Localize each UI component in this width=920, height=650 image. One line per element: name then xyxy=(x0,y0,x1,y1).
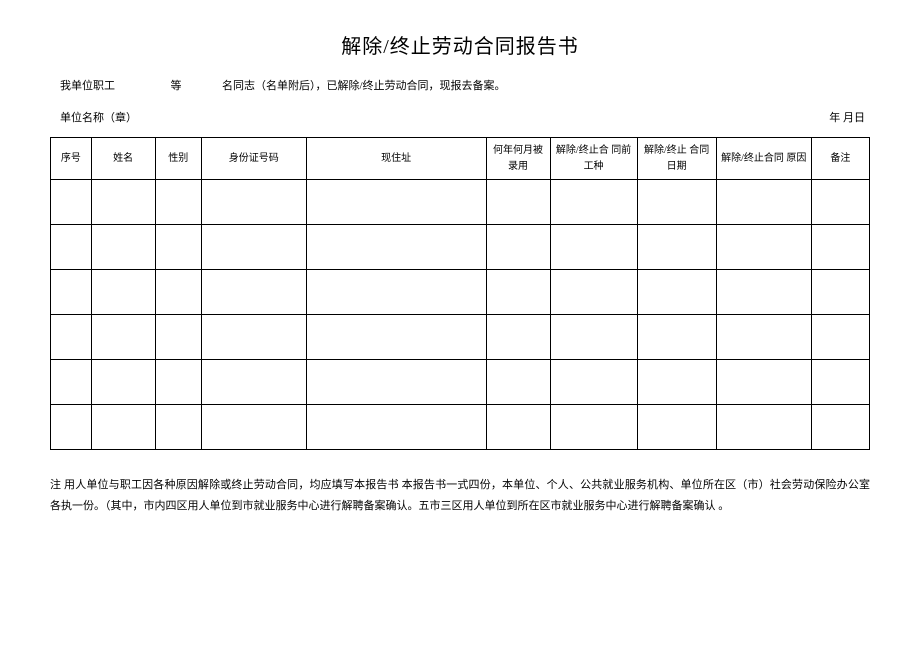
table-row xyxy=(51,315,870,360)
report-table: 序号 姓名 性别 身份证号码 现住址 何年何月被录用 解除/终止合 同前工种 解… xyxy=(50,137,870,450)
table-cell xyxy=(306,360,486,405)
table-cell xyxy=(306,270,486,315)
table-cell xyxy=(306,180,486,225)
intro-part2: 等 xyxy=(171,80,182,92)
table-cell xyxy=(550,270,637,315)
table-cell xyxy=(811,180,869,225)
table-cell xyxy=(155,405,201,450)
table-row xyxy=(51,180,870,225)
intro-part1: 我单位职工 xyxy=(60,80,115,92)
table-cell xyxy=(637,315,716,360)
header-row: 单位名称（章） 年 月日 xyxy=(50,109,870,125)
col-header-hired: 何年何月被录用 xyxy=(486,138,550,180)
table-cell xyxy=(202,225,307,270)
table-cell xyxy=(155,270,201,315)
table-cell xyxy=(716,405,811,450)
table-cell xyxy=(550,180,637,225)
table-cell xyxy=(202,360,307,405)
col-header-job: 解除/终止合 同前工种 xyxy=(550,138,637,180)
table-cell xyxy=(637,360,716,405)
table-cell xyxy=(155,225,201,270)
table-cell xyxy=(155,180,201,225)
table-cell xyxy=(91,180,155,225)
table-cell xyxy=(637,405,716,450)
table-row xyxy=(51,225,870,270)
table-row xyxy=(51,405,870,450)
col-header-addr: 现住址 xyxy=(306,138,486,180)
table-cell xyxy=(811,315,869,360)
table-cell xyxy=(716,315,811,360)
table-cell xyxy=(716,180,811,225)
document-title: 解除/终止劳动合同报告书 xyxy=(50,30,870,59)
table-cell xyxy=(51,225,92,270)
table-cell xyxy=(202,180,307,225)
table-cell xyxy=(91,405,155,450)
table-cell xyxy=(155,315,201,360)
table-cell xyxy=(811,360,869,405)
col-header-gender: 性别 xyxy=(155,138,201,180)
table-cell xyxy=(51,360,92,405)
col-header-reason: 解除/终止合同 原因 xyxy=(716,138,811,180)
col-header-date: 解除/终止 合同日期 xyxy=(637,138,716,180)
table-cell xyxy=(91,315,155,360)
table-cell xyxy=(51,270,92,315)
table-header-row: 序号 姓名 性别 身份证号码 现住址 何年何月被录用 解除/终止合 同前工种 解… xyxy=(51,138,870,180)
date-label: 年 月日 xyxy=(829,109,865,125)
table-cell xyxy=(202,270,307,315)
table-cell xyxy=(811,225,869,270)
table-cell xyxy=(306,405,486,450)
table-cell xyxy=(202,405,307,450)
col-header-seq: 序号 xyxy=(51,138,92,180)
table-body xyxy=(51,180,870,450)
table-cell xyxy=(550,360,637,405)
col-header-name: 姓名 xyxy=(91,138,155,180)
table-cell xyxy=(486,315,550,360)
table-cell xyxy=(91,225,155,270)
table-cell xyxy=(486,270,550,315)
table-cell xyxy=(486,180,550,225)
table-cell xyxy=(716,270,811,315)
table-cell xyxy=(486,405,550,450)
unit-name-label: 单位名称（章） xyxy=(60,109,137,125)
table-cell xyxy=(486,225,550,270)
table-cell xyxy=(486,360,550,405)
table-cell xyxy=(637,225,716,270)
table-cell xyxy=(51,405,92,450)
table-cell xyxy=(716,360,811,405)
intro-part3: 名同志（名单附后），已解除/终止劳动合同，现报去备案。 xyxy=(222,80,506,92)
table-cell xyxy=(51,315,92,360)
table-cell xyxy=(811,405,869,450)
intro-text: 我单位职工 等 名同志（名单附后），已解除/终止劳动合同，现报去备案。 xyxy=(50,77,870,93)
table-row xyxy=(51,360,870,405)
table-row xyxy=(51,270,870,315)
table-cell xyxy=(716,225,811,270)
table-cell xyxy=(155,360,201,405)
table-cell xyxy=(811,270,869,315)
table-cell xyxy=(637,270,716,315)
footnote-text: 注 用人单位与职工因各种原因解除或终止劳动合同，均应填写本报告书 本报告书一式四… xyxy=(50,475,870,517)
table-cell xyxy=(550,405,637,450)
table-cell xyxy=(91,270,155,315)
table-cell xyxy=(550,315,637,360)
table-cell xyxy=(550,225,637,270)
table-cell xyxy=(91,360,155,405)
col-header-remark: 备注 xyxy=(811,138,869,180)
col-header-id: 身份证号码 xyxy=(202,138,307,180)
table-cell xyxy=(202,315,307,360)
table-cell xyxy=(306,225,486,270)
table-cell xyxy=(637,180,716,225)
table-cell xyxy=(51,180,92,225)
table-cell xyxy=(306,315,486,360)
